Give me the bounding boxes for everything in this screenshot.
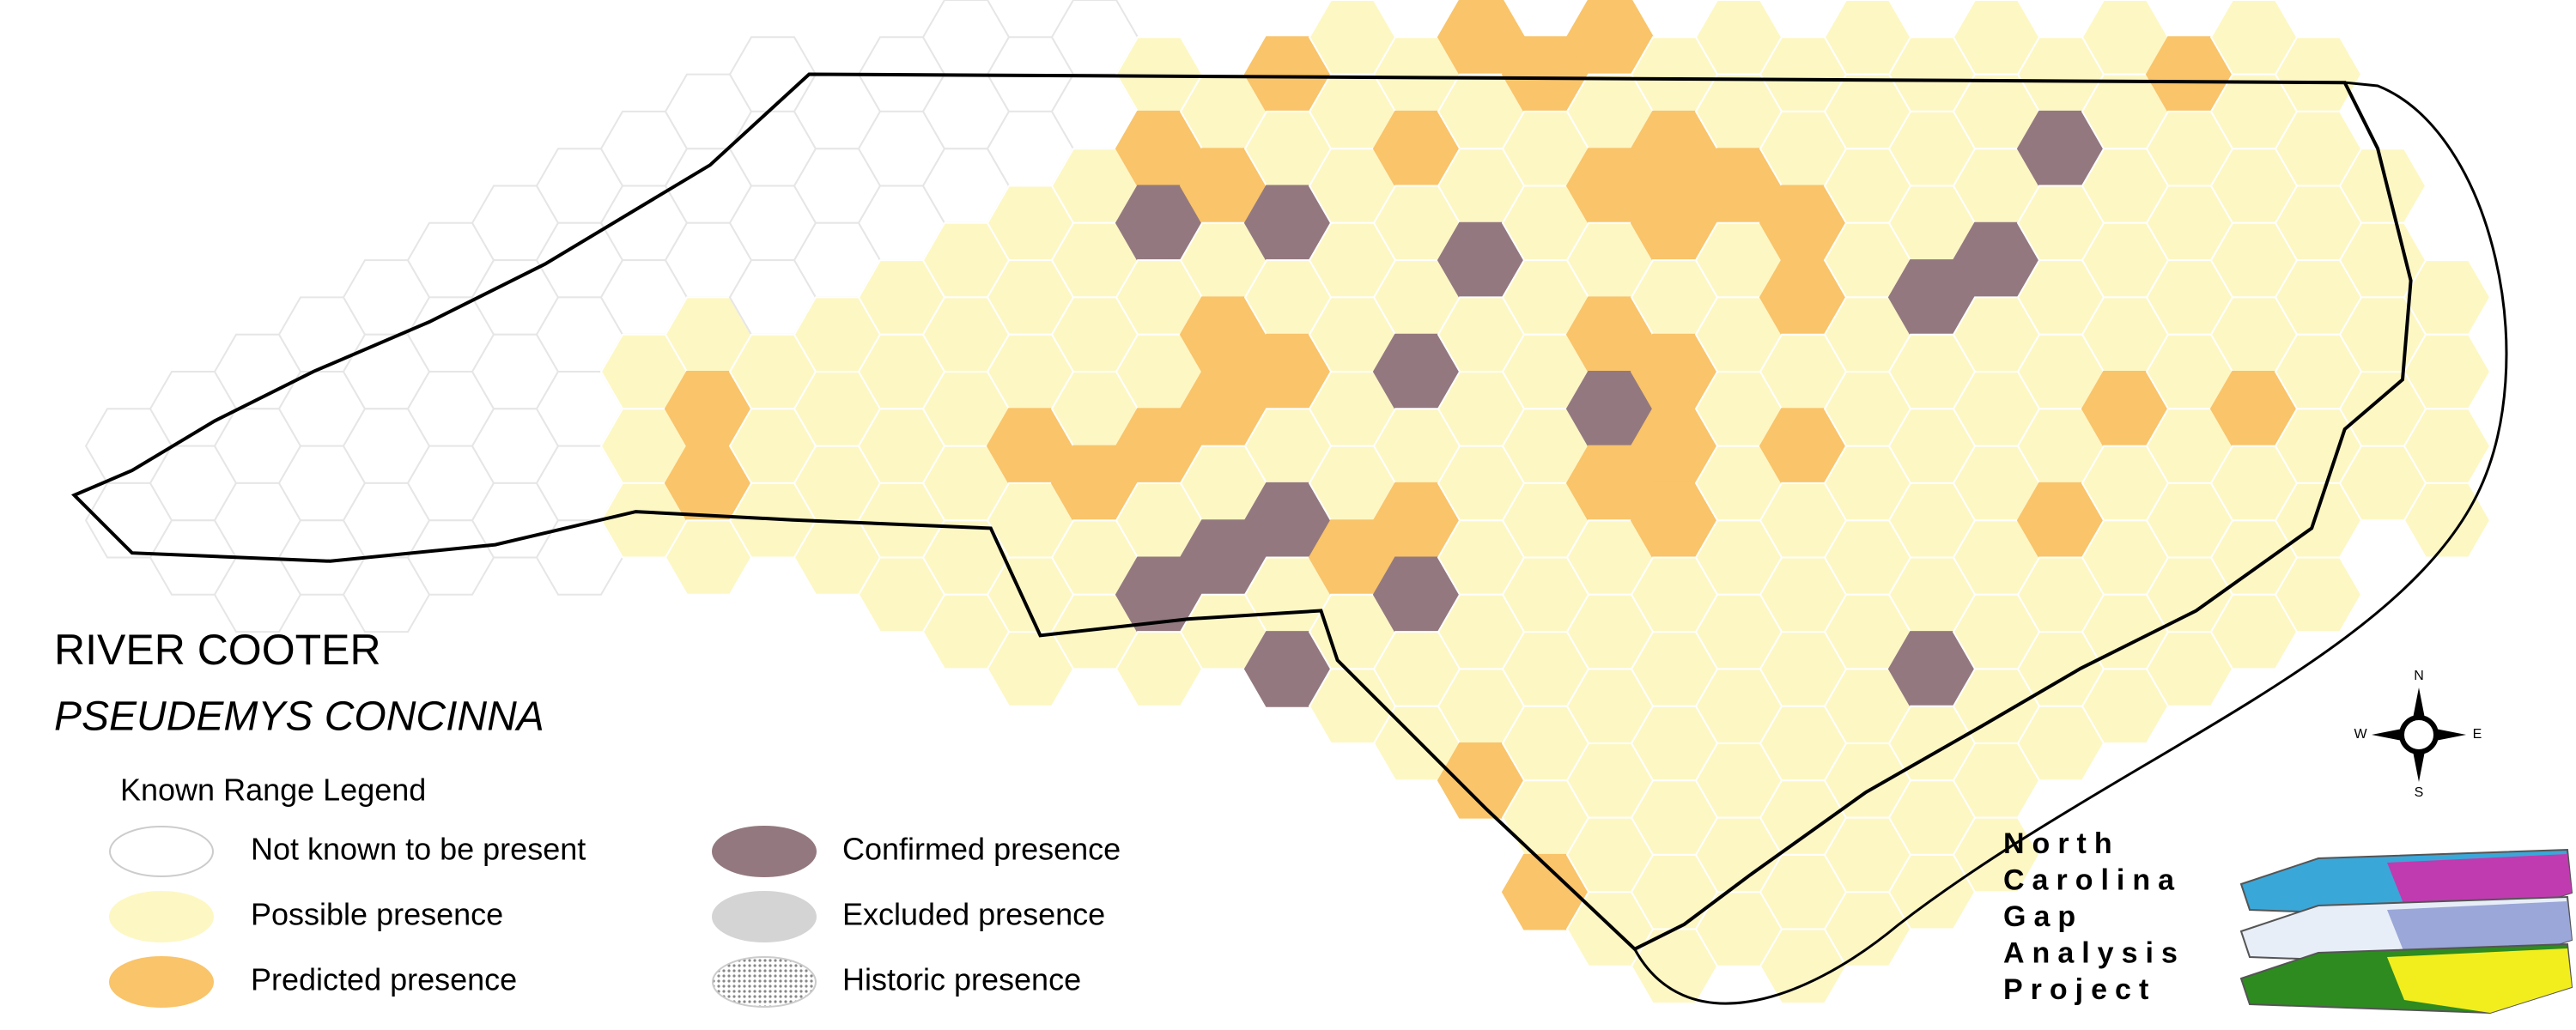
logo-text: Project <box>2003 973 2156 1006</box>
legend-title: Known Range Legend <box>120 772 426 808</box>
legend-swatch <box>712 826 817 877</box>
legend-label: Excluded presence <box>842 897 1105 932</box>
compass-w: W <box>2354 727 2367 742</box>
logo-text: North <box>2003 827 2120 860</box>
compass: N S W E <box>2354 669 2482 800</box>
legend-label: Historic presence <box>842 962 1081 997</box>
legend-label: Possible presence <box>251 897 503 932</box>
legend-swatch <box>109 826 214 877</box>
legend-swatch <box>712 891 817 942</box>
legend-label: Not known to be present <box>251 832 586 867</box>
state-outline <box>70 72 2413 952</box>
hex <box>2403 482 2492 559</box>
compass-ring <box>2399 715 2439 754</box>
hex-grid <box>84 0 2492 1005</box>
logo-text: Gap <box>2003 900 2083 933</box>
compass-s: S <box>2415 785 2424 800</box>
compass-n: N <box>2414 669 2424 683</box>
legend: Not known to be present Possible presence… <box>109 826 1121 1008</box>
logo-text: Carolina <box>2003 863 2182 896</box>
legend-label: Confirmed presence <box>842 832 1121 867</box>
map-title: RIVER COOTER <box>54 626 381 674</box>
map-subtitle: PSEUDEMYS CONCINNA <box>54 694 544 740</box>
logo-text: Analysis <box>2003 936 2185 969</box>
legend-swatch <box>109 956 214 1008</box>
legend-swatch <box>109 891 214 942</box>
logo-layer-detail <box>2387 948 2572 1013</box>
coast-buffer <box>1633 81 2508 1005</box>
legend-label: Predicted presence <box>251 962 517 997</box>
hex <box>2274 556 2363 633</box>
compass-e: E <box>2473 727 2482 742</box>
legend-swatch <box>712 956 817 1008</box>
